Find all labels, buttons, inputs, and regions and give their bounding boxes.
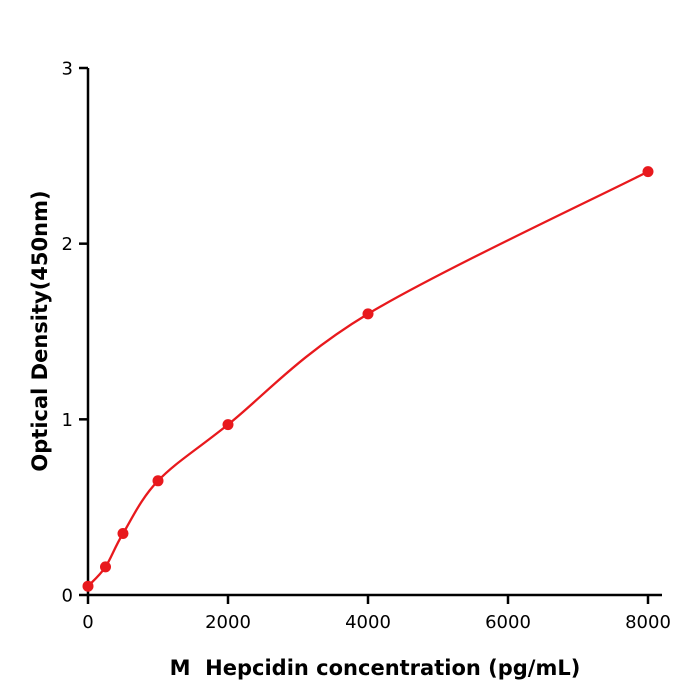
- y-tick-label: 0: [62, 586, 73, 607]
- data-point: [117, 528, 129, 539]
- x-tick-label: 0: [82, 612, 93, 633]
- x-tick-label: 4000: [345, 612, 391, 633]
- x-tick-label: 2000: [205, 612, 251, 633]
- y-tick-label: 1: [62, 410, 73, 431]
- x-axis-label: M Hepcidin concentration (pg/mL): [169, 656, 581, 680]
- data-point: [642, 166, 654, 178]
- x-tick-label: 8000: [625, 612, 671, 633]
- y-axis-label: Optical Density(450nm): [28, 190, 52, 472]
- fit-curve: [87, 170, 649, 587]
- data-point: [82, 580, 94, 592]
- y-tick-label: 2: [62, 234, 73, 255]
- data-point: [362, 308, 374, 320]
- data-point: [100, 561, 111, 573]
- data-point: [222, 419, 234, 431]
- y-tick-label: 3: [62, 59, 73, 80]
- x-tick-label: 6000: [485, 612, 531, 633]
- data-point: [152, 475, 164, 487]
